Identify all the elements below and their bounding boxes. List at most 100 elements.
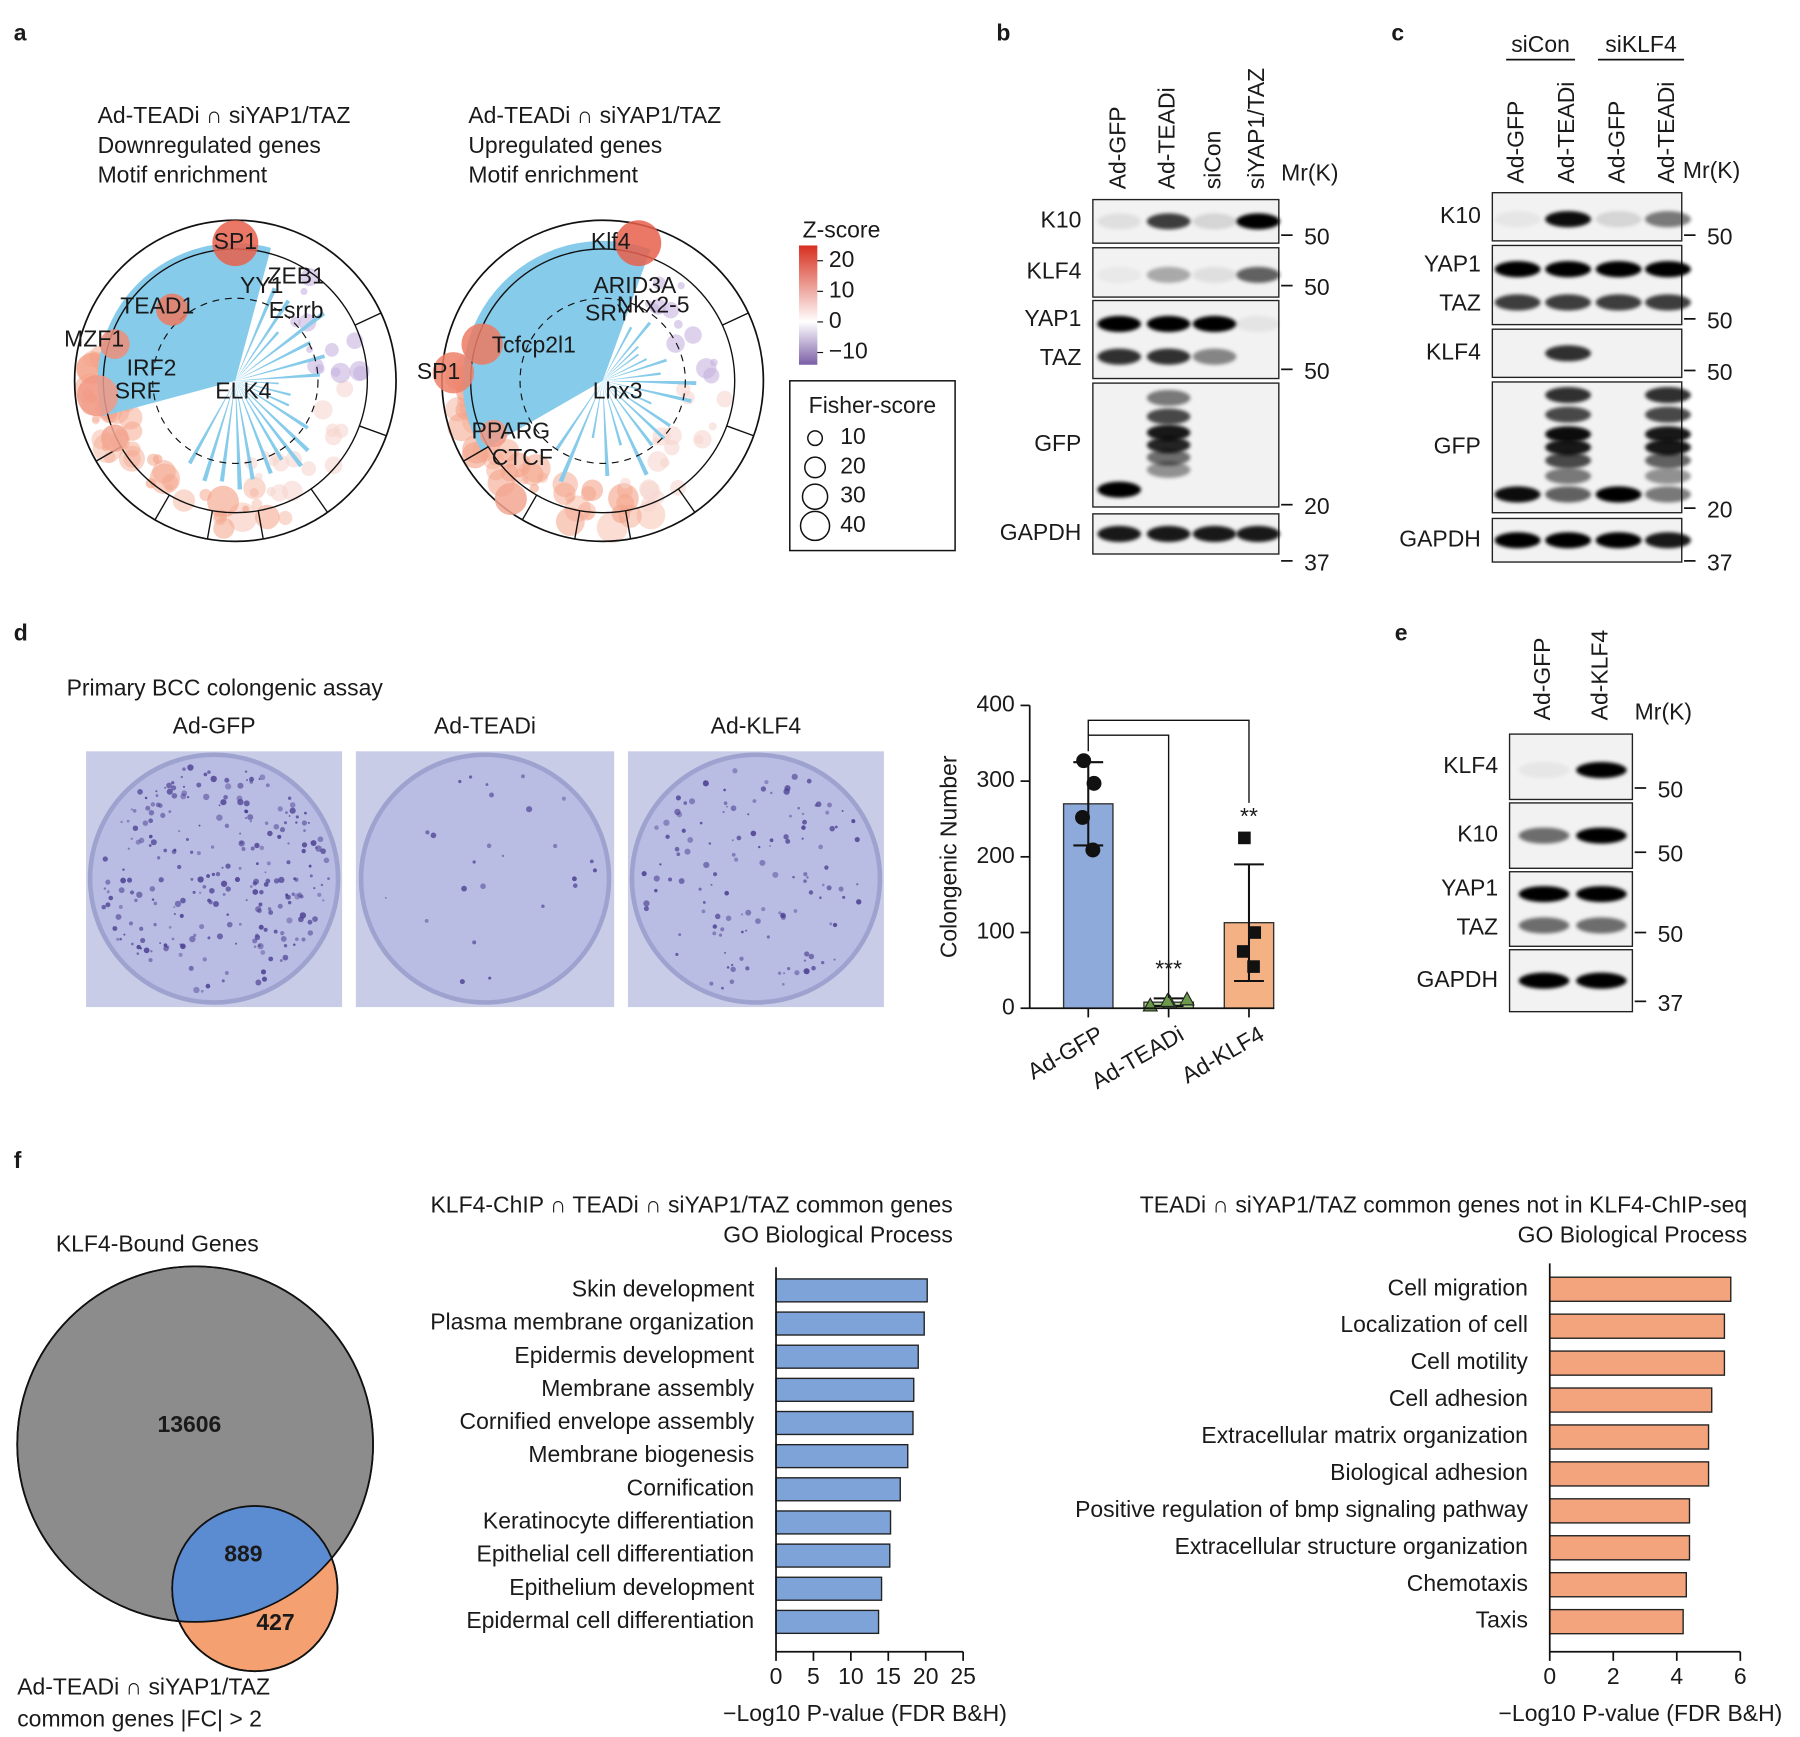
colony: [144, 796, 148, 800]
bar: [1549, 1424, 1710, 1450]
colony: [255, 862, 259, 866]
colony: [148, 809, 155, 816]
colony: [279, 827, 286, 833]
motif-bubble: [282, 480, 303, 502]
colony: [221, 979, 225, 983]
protein-label: TAZ: [1439, 290, 1481, 316]
colony: [140, 937, 146, 944]
motif-spoke: [602, 353, 640, 381]
colony: [122, 868, 125, 871]
colony: [724, 890, 730, 896]
colony: [472, 860, 476, 864]
motif-bubble: [703, 367, 720, 384]
colorbar-tick-label: 20: [829, 246, 855, 272]
colony: [287, 842, 290, 845]
colony: [163, 848, 168, 853]
bar: [775, 1410, 914, 1436]
data-point: [1238, 831, 1251, 845]
band: [1645, 294, 1691, 311]
motif-bubble: [251, 498, 263, 510]
colony: [129, 890, 135, 895]
colony: [188, 965, 194, 971]
mw-label: 20: [1304, 493, 1330, 519]
colony: [745, 929, 748, 932]
dish-photo: [355, 751, 615, 1008]
colony: [322, 899, 325, 902]
colony: [301, 820, 308, 826]
colony: [468, 775, 473, 779]
blot-strip: [1491, 328, 1683, 379]
motif-label: ELK4: [215, 377, 271, 403]
motif-bubble: [249, 488, 259, 498]
bar: [1549, 1571, 1688, 1598]
colony: [115, 913, 122, 920]
colony: [769, 844, 772, 847]
motif-spoke: [591, 380, 603, 439]
colony: [702, 900, 706, 904]
lane-label: Ad-KLF4: [1586, 630, 1612, 721]
data-point: [1247, 960, 1260, 973]
category-label: Cornified envelope assembly: [460, 1408, 755, 1434]
colony: [105, 879, 111, 885]
colony: [273, 929, 278, 934]
colony: [168, 810, 172, 814]
motif-spoke: [235, 380, 284, 461]
colony: [132, 809, 137, 813]
protein-label: K10: [1440, 202, 1481, 228]
motif-label: Lhx3: [593, 377, 643, 403]
motif-label: SP1: [417, 358, 460, 384]
colony: [480, 883, 486, 890]
motif-label: IRF2: [127, 354, 177, 380]
bar: [1549, 1461, 1710, 1487]
motif-spoke: [235, 380, 255, 480]
colony: [202, 884, 207, 889]
motif-bubble: [213, 517, 235, 539]
colorbar-tick-label: 10: [829, 276, 855, 302]
band: [1192, 525, 1237, 542]
bar: [775, 1377, 915, 1403]
chart-title: KLF4-ChIP ∩ TEADi ∩ siYAP1/TAZ common ge…: [431, 1192, 953, 1218]
band: [1595, 211, 1642, 228]
category-label: Positive regulation of bmp signaling pat…: [1075, 1496, 1528, 1522]
colony: [759, 859, 766, 866]
colony: [170, 785, 177, 791]
dish-photo: [627, 751, 884, 1008]
motif-spoke: [602, 380, 654, 447]
band: [1645, 211, 1691, 228]
colony: [791, 773, 798, 780]
band: [1236, 213, 1280, 230]
colony: [203, 793, 210, 801]
colony: [127, 847, 130, 850]
motif-bubble: [520, 476, 529, 485]
band: [1097, 481, 1142, 498]
colony: [200, 989, 204, 993]
colony: [723, 788, 726, 792]
colony: [264, 821, 269, 825]
colony: [317, 892, 322, 897]
colony: [166, 788, 173, 795]
colony: [151, 898, 155, 901]
motif-spoke: [235, 354, 326, 381]
band: [1595, 294, 1642, 311]
protein-label: KLF4: [1426, 338, 1481, 364]
motif-bubble: [243, 476, 266, 500]
colony: [249, 780, 254, 784]
y-tick-label: 0: [1002, 993, 1015, 1019]
band: [1518, 972, 1570, 989]
bar: [1549, 1276, 1732, 1302]
motif-plot-title: Downregulated genes: [98, 132, 321, 158]
colony: [101, 904, 107, 910]
colony: [105, 902, 111, 908]
y-tick-label: 400: [976, 690, 1014, 716]
colony: [808, 953, 815, 960]
motif-spoke: [235, 373, 320, 381]
colony: [724, 951, 727, 954]
colony: [139, 947, 143, 950]
blot-strip: [1092, 382, 1280, 508]
colony: [263, 882, 269, 887]
colony: [783, 834, 789, 840]
colony: [178, 952, 183, 957]
category-label: Plasma membrane organization: [430, 1309, 754, 1335]
size-key: [807, 430, 824, 447]
